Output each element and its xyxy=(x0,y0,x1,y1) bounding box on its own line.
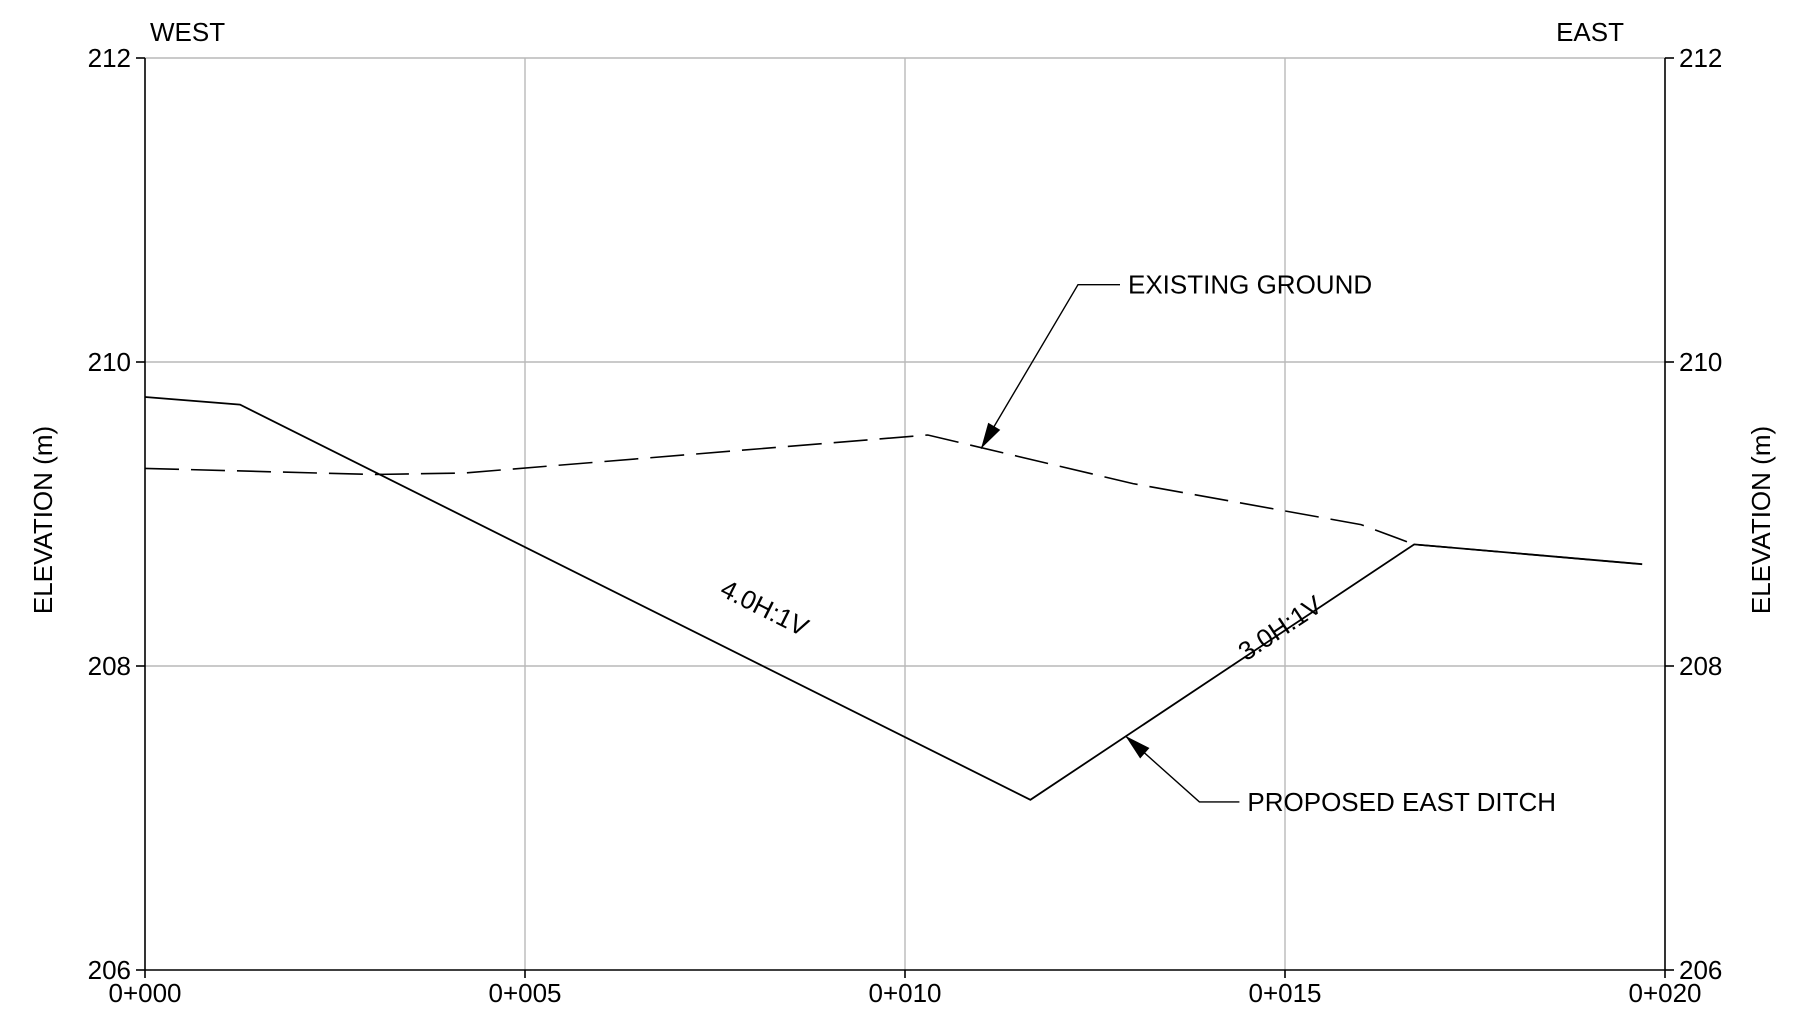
annotations: 4.0H:1V 3.0H:1V EXISTING GROUND PROPOSED EA… xyxy=(716,270,1556,817)
existing-ground-line xyxy=(144,434,1643,565)
x-tick-label-0: 0+000 xyxy=(108,978,181,1008)
existing-ground-arrowhead xyxy=(981,422,1001,449)
y-tick-label-left-0: 206 xyxy=(88,955,131,985)
y-tick-label-right-0: 206 xyxy=(1679,955,1722,985)
west-label: WEST xyxy=(150,17,225,47)
x-tick-label-2: 0+010 xyxy=(868,978,941,1008)
y-axis-title-left: ELEVATION (m) xyxy=(28,426,58,614)
axis-ticks: 206 206 208 208 210 210 212 212 0+000 0+005 0+010 0… xyxy=(88,43,1723,1008)
y-tick-label-right-3: 212 xyxy=(1679,43,1722,73)
y-tick-label-right-1: 208 xyxy=(1679,651,1722,681)
slope-label-west: 4.0H:1V xyxy=(716,573,814,642)
slope-label-east: 3.0H:1V xyxy=(1233,589,1328,666)
y-tick-label-left-3: 212 xyxy=(88,43,131,73)
proposed-east-ditch-label: PROPOSED EAST DITCH xyxy=(1247,787,1556,817)
x-tick-label-4: 0+020 xyxy=(1628,978,1701,1008)
proposed-east-ditch-leader xyxy=(1124,735,1240,803)
east-label: EAST xyxy=(1556,17,1624,47)
data-series xyxy=(144,396,1643,801)
proposed-east-ditch-line xyxy=(144,396,1643,801)
existing-ground-label: EXISTING GROUND xyxy=(1128,270,1372,300)
y-tick-label-left-1: 208 xyxy=(88,651,131,681)
y-tick-label-right-2: 210 xyxy=(1679,347,1722,377)
x-tick-label-1: 0+005 xyxy=(488,978,561,1008)
y-axis-title-right: ELEVATION (m) xyxy=(1746,426,1776,614)
grid-lines xyxy=(145,58,1665,970)
y-tick-label-left-2: 210 xyxy=(88,347,131,377)
existing-ground-leader xyxy=(980,283,1120,449)
x-tick-label-3: 0+015 xyxy=(1248,978,1321,1008)
proposed-east-ditch-arrowhead xyxy=(1125,735,1150,759)
